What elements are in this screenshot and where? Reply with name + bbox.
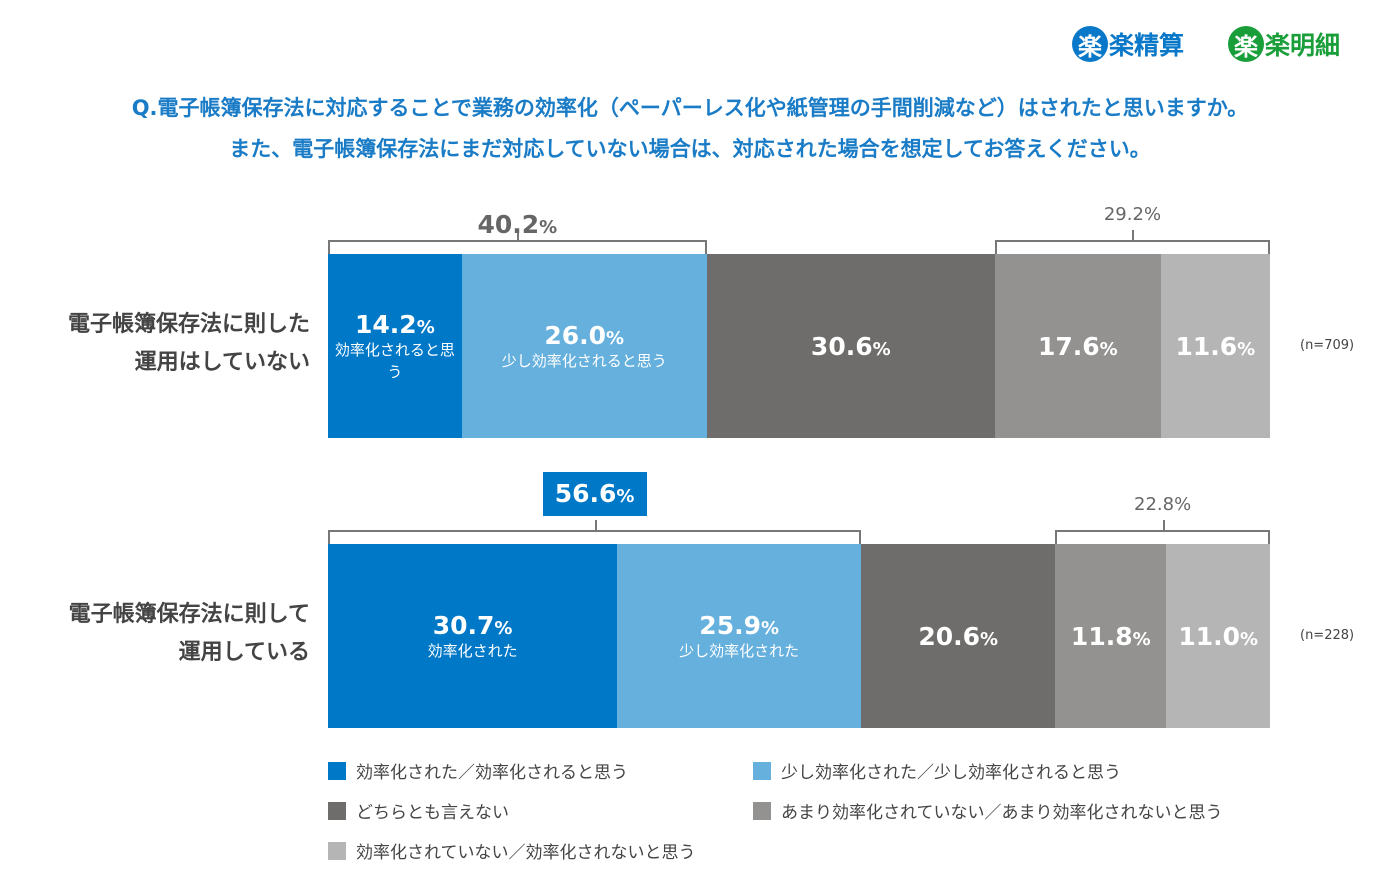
row-label-line: 電子帳簿保存法に則して bbox=[68, 602, 310, 627]
segment-value: 30.6% bbox=[810, 331, 891, 361]
row-label: 電子帳簿保存法に則した運用はしていない bbox=[20, 306, 310, 382]
bar-segment: 20.6% bbox=[861, 544, 1056, 728]
bar-segment: 26.0% 少し効率化されると思う bbox=[461, 254, 707, 438]
segment-value: 11.8% bbox=[1070, 621, 1151, 651]
logo-rakuraku-seisan: 楽楽精算 bbox=[1072, 26, 1184, 62]
bar-segment: 30.7% 効率化された bbox=[328, 544, 618, 728]
legend-swatch bbox=[328, 761, 346, 780]
logo-mark: 楽 bbox=[1072, 26, 1108, 62]
segment-value: 25.9% bbox=[699, 610, 780, 640]
row-label-line: 電子帳簿保存法に則した bbox=[67, 312, 310, 337]
sample-size: (n=228) bbox=[1300, 628, 1355, 643]
legend-swatch bbox=[753, 761, 771, 780]
bar-segment: 11.8% bbox=[1055, 544, 1167, 728]
legend-swatch bbox=[328, 841, 346, 860]
bar-segment: 25.9% 少し効率化された bbox=[617, 544, 862, 728]
segment-value: 11.0% bbox=[1178, 621, 1259, 651]
legend-item: 少し効率化された／少し効率化されると思う bbox=[753, 758, 1121, 783]
positive-total-label: 40.2% bbox=[477, 210, 558, 239]
row-label: 電子帳簿保存法に則して運用している bbox=[20, 596, 310, 672]
segment-value: 11.6% bbox=[1175, 331, 1256, 361]
segment-value: 20.6% bbox=[918, 621, 999, 651]
sample-size: (n=709) bbox=[1300, 338, 1355, 353]
bar-segment: 11.0% bbox=[1166, 544, 1270, 728]
segment-label: 効率化されると思う bbox=[334, 340, 455, 381]
negative-bracket bbox=[994, 230, 1270, 254]
bar-segment: 30.6% bbox=[706, 254, 995, 438]
positive-bracket bbox=[328, 520, 862, 544]
positive-total-label: 56.6% bbox=[542, 472, 647, 516]
legend-item: どちらとも言えない bbox=[328, 798, 509, 823]
question-line-2: また、電子帳簿保存法にまだ対応していない場合は、対応された場合を想定してお答えく… bbox=[229, 137, 1151, 161]
segment-value: 26.0% bbox=[544, 320, 625, 350]
logo-text: 楽明細 bbox=[1265, 31, 1341, 60]
positive-bracket bbox=[328, 230, 707, 254]
legend-label: 少し効率化された／少し効率化されると思う bbox=[781, 763, 1121, 783]
segment-value: 17.6% bbox=[1037, 331, 1118, 361]
legend-label: どちらとも言えない bbox=[356, 803, 509, 823]
bar-segment: 17.6% bbox=[994, 254, 1161, 438]
legend-label: あまり効率化されていない／あまり効率化されないと思う bbox=[781, 803, 1223, 823]
segment-label: 少し効率化されると思う bbox=[501, 351, 667, 370]
logo-text: 楽精算 bbox=[1109, 31, 1185, 60]
negative-bracket bbox=[1055, 520, 1270, 544]
legend-swatch bbox=[328, 801, 346, 820]
bar-segment: 14.2% 効率化されると思う bbox=[328, 254, 462, 438]
segment-label: 少し効率化された bbox=[679, 641, 800, 660]
segment-value: 14.2% bbox=[355, 309, 435, 339]
legend-item: あまり効率化されていない／あまり効率化されないと思う bbox=[753, 798, 1223, 823]
segment-value: 30.7% bbox=[432, 610, 513, 640]
segment-label: 効率化された bbox=[427, 641, 518, 660]
legend-item: 効率化された／効率化されると思う bbox=[328, 758, 628, 783]
negative-total-label: 29.2% bbox=[1103, 204, 1162, 225]
legend-item: 効率化されていない／効率化されないと思う bbox=[328, 838, 696, 863]
row-label-line: 運用はしていない bbox=[134, 350, 310, 375]
logo-rakuraku-meisai: 楽楽明細 bbox=[1228, 26, 1340, 62]
row-label-line: 運用している bbox=[178, 640, 310, 665]
question-line-1: Q.電子帳簿保存法に対応することで業務の効率化（ペーパーレス化や紙管理の手間削減… bbox=[131, 96, 1249, 120]
logo-mark: 楽 bbox=[1228, 26, 1264, 62]
legend-label: 効率化された／効率化されると思う bbox=[356, 763, 628, 783]
negative-total-label: 22.8% bbox=[1134, 494, 1192, 515]
legend-label: 効率化されていない／効率化されないと思う bbox=[356, 843, 696, 863]
bar-segment: 11.6% bbox=[1160, 254, 1270, 438]
legend-swatch bbox=[753, 801, 771, 820]
